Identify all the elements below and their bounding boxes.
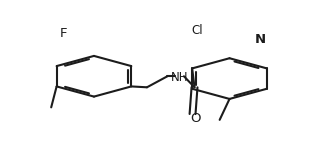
Text: O: O (190, 112, 200, 125)
Text: F: F (59, 27, 67, 40)
Text: NH: NH (171, 72, 189, 85)
Text: N: N (255, 33, 266, 46)
Text: Cl: Cl (192, 24, 203, 37)
